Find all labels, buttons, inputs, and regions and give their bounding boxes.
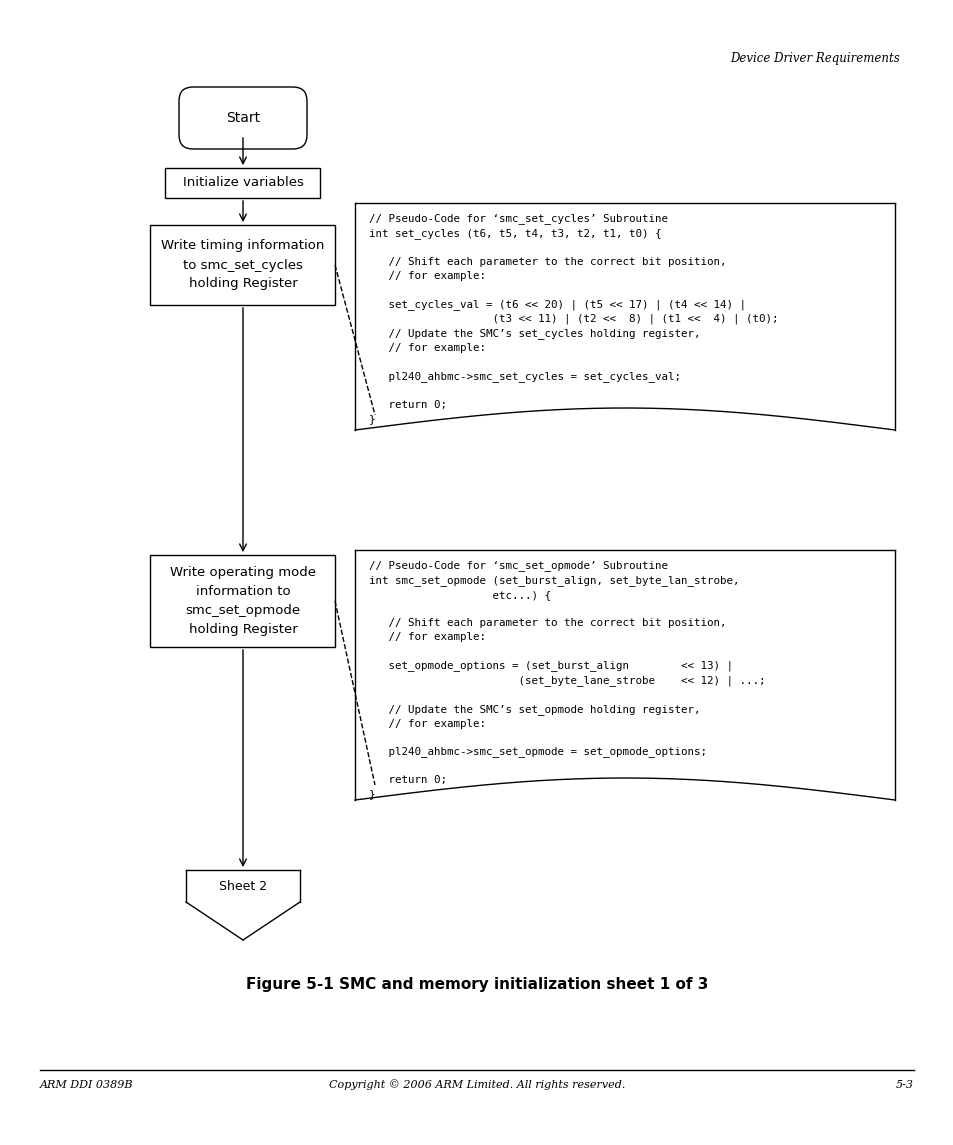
Polygon shape	[186, 870, 299, 940]
Text: Write timing information
to smc_set_cycles
holding Register: Write timing information to smc_set_cycl…	[161, 239, 324, 291]
Text: // Pseudo-Code for ‘smc_set_opmode’ Subroutine
int smc_set_opmode (set_burst_ali: // Pseudo-Code for ‘smc_set_opmode’ Subr…	[369, 560, 764, 799]
FancyBboxPatch shape	[179, 87, 307, 149]
Text: Write operating mode
information to
smc_set_opmode
holding Register: Write operating mode information to smc_…	[170, 566, 315, 635]
Bar	[165, 168, 320, 198]
Text: Copyright © 2006 ARM Limited. All rights reserved.: Copyright © 2006 ARM Limited. All rights…	[329, 1080, 624, 1090]
Bar	[151, 226, 335, 305]
Text: 5-3: 5-3	[895, 1080, 913, 1090]
Text: Device Driver Requirements: Device Driver Requirements	[729, 52, 899, 65]
Text: // Pseudo-Code for ‘smc_set_cycles’ Subroutine
int set_cycles (t6, t5, t4, t3, t: // Pseudo-Code for ‘smc_set_cycles’ Subr…	[369, 213, 778, 424]
Text: Start: Start	[226, 111, 260, 125]
Text: Initialize variables: Initialize variables	[182, 176, 303, 190]
Text: ARM DDI 0389B: ARM DDI 0389B	[40, 1080, 133, 1090]
Bar	[151, 555, 335, 647]
Text: Figure 5-1 SMC and memory initialization sheet 1 of 3: Figure 5-1 SMC and memory initialization…	[246, 978, 707, 993]
Text: Sheet 2: Sheet 2	[218, 879, 267, 892]
